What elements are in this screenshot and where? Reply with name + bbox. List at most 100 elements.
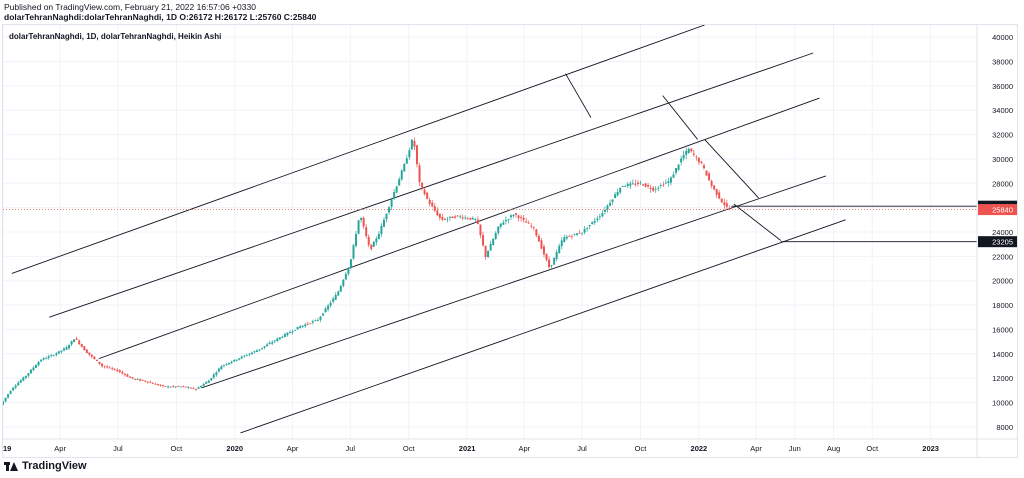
price-tick-label: 8000 xyxy=(996,423,1013,432)
time-tick-label: 2019 xyxy=(3,444,11,453)
candle-body xyxy=(101,363,104,367)
candle-body xyxy=(47,356,50,358)
candle-body xyxy=(474,219,477,220)
symbol-ohlc-info: dolarTehranNaghdi:dolarTehranNaghdi, 1D … xyxy=(4,12,317,22)
candle-body xyxy=(103,365,106,367)
candle-body xyxy=(400,170,403,180)
candle-body xyxy=(563,237,566,242)
candle-body xyxy=(151,382,154,384)
candle-body xyxy=(621,186,624,187)
candle-body xyxy=(426,192,429,199)
candle-body xyxy=(52,355,55,357)
candle-body xyxy=(362,217,365,227)
candle-body xyxy=(669,177,672,183)
candle-body xyxy=(37,362,40,366)
candle-body xyxy=(507,219,510,221)
candle-body xyxy=(413,140,416,147)
candle-body xyxy=(553,257,556,265)
time-tick-label: Aug xyxy=(827,444,840,453)
candle-body xyxy=(555,251,558,260)
candle-body xyxy=(55,353,58,356)
price-tick-label: 38000 xyxy=(992,58,1013,67)
candle-body xyxy=(631,183,634,185)
channel-line xyxy=(240,219,846,434)
connector-line xyxy=(662,95,698,140)
candle-body xyxy=(286,332,289,336)
candle-body xyxy=(352,245,355,259)
candle-body xyxy=(322,313,325,316)
connector-line xyxy=(704,139,759,199)
candle-body xyxy=(446,218,449,220)
candle-body xyxy=(578,232,581,234)
candle-body xyxy=(421,182,424,188)
candle-body xyxy=(451,216,454,218)
candle-body xyxy=(537,235,540,242)
candle-body xyxy=(606,205,609,210)
candle-body xyxy=(692,153,695,155)
candle-body xyxy=(718,192,721,199)
candle-body xyxy=(593,220,596,223)
price-tick-label: 36000 xyxy=(992,82,1013,91)
candle-body xyxy=(675,168,678,173)
candle-body xyxy=(177,386,180,387)
candle-body xyxy=(436,210,439,216)
candle-body xyxy=(360,217,363,220)
candle-body xyxy=(438,213,441,218)
candle-body xyxy=(291,331,294,333)
candle-body xyxy=(126,374,129,377)
last-price-label: 25840 xyxy=(992,206,1013,215)
candle-body xyxy=(454,216,457,218)
candle-body xyxy=(283,334,286,337)
candle-body xyxy=(68,345,71,349)
candle-body xyxy=(88,352,91,355)
candle-body xyxy=(169,386,172,388)
candle-body xyxy=(278,337,281,340)
candle-body xyxy=(294,329,297,331)
candle-body xyxy=(276,338,279,341)
time-tick-label: Oct xyxy=(171,444,184,453)
tradingview-logo-icon xyxy=(4,461,18,471)
time-axis[interactable]: 2019 Apr Jul Oct 2020 Apr Jul Oct 2021 Apr Jul Oct 2… xyxy=(3,444,939,453)
price-chart[interactable]: 8000 10000 12000 14000 16000 18000 20000 22000 2… xyxy=(3,25,1017,457)
candle-body xyxy=(65,347,68,350)
candle-body xyxy=(380,225,383,235)
candle-body xyxy=(522,218,525,220)
candle-body xyxy=(355,234,358,246)
candle-body xyxy=(540,240,543,249)
candle-body xyxy=(723,202,726,206)
candle-body xyxy=(75,338,78,340)
connector-line xyxy=(565,73,592,118)
candle-body xyxy=(245,355,248,356)
candle-body xyxy=(172,386,175,387)
candle-body xyxy=(144,380,147,382)
candle-body xyxy=(583,228,586,233)
candle-body xyxy=(642,184,645,186)
candle-body xyxy=(487,250,490,257)
candle-body xyxy=(586,228,589,230)
candle-body xyxy=(634,183,637,185)
candle-body xyxy=(616,192,619,196)
price-axis[interactable]: 8000 10000 12000 14000 16000 18000 20000 22000 2… xyxy=(978,33,1017,432)
candle-body xyxy=(619,187,622,193)
candle-body xyxy=(179,386,182,388)
candle-body xyxy=(273,340,276,342)
candle-body xyxy=(139,379,142,381)
candle-body xyxy=(705,170,708,176)
candle-body xyxy=(687,148,690,154)
candle-body xyxy=(388,207,391,213)
candle-body xyxy=(4,397,7,402)
time-tick-label: Oct xyxy=(635,444,648,453)
candle-body xyxy=(70,341,73,345)
candle-body xyxy=(548,259,551,268)
candle-body xyxy=(405,158,408,164)
candle-body xyxy=(433,206,436,211)
candle-body xyxy=(9,391,12,394)
candle-body xyxy=(296,326,299,330)
chart-panel[interactable]: 8000 10000 12000 14000 16000 18000 20000 22000 2… xyxy=(2,24,1018,458)
candle-body xyxy=(365,227,368,236)
candle-body xyxy=(410,139,413,150)
candle-body xyxy=(255,350,258,353)
candle-body xyxy=(281,336,284,338)
candle-body xyxy=(184,386,187,388)
candle-body xyxy=(603,209,606,212)
